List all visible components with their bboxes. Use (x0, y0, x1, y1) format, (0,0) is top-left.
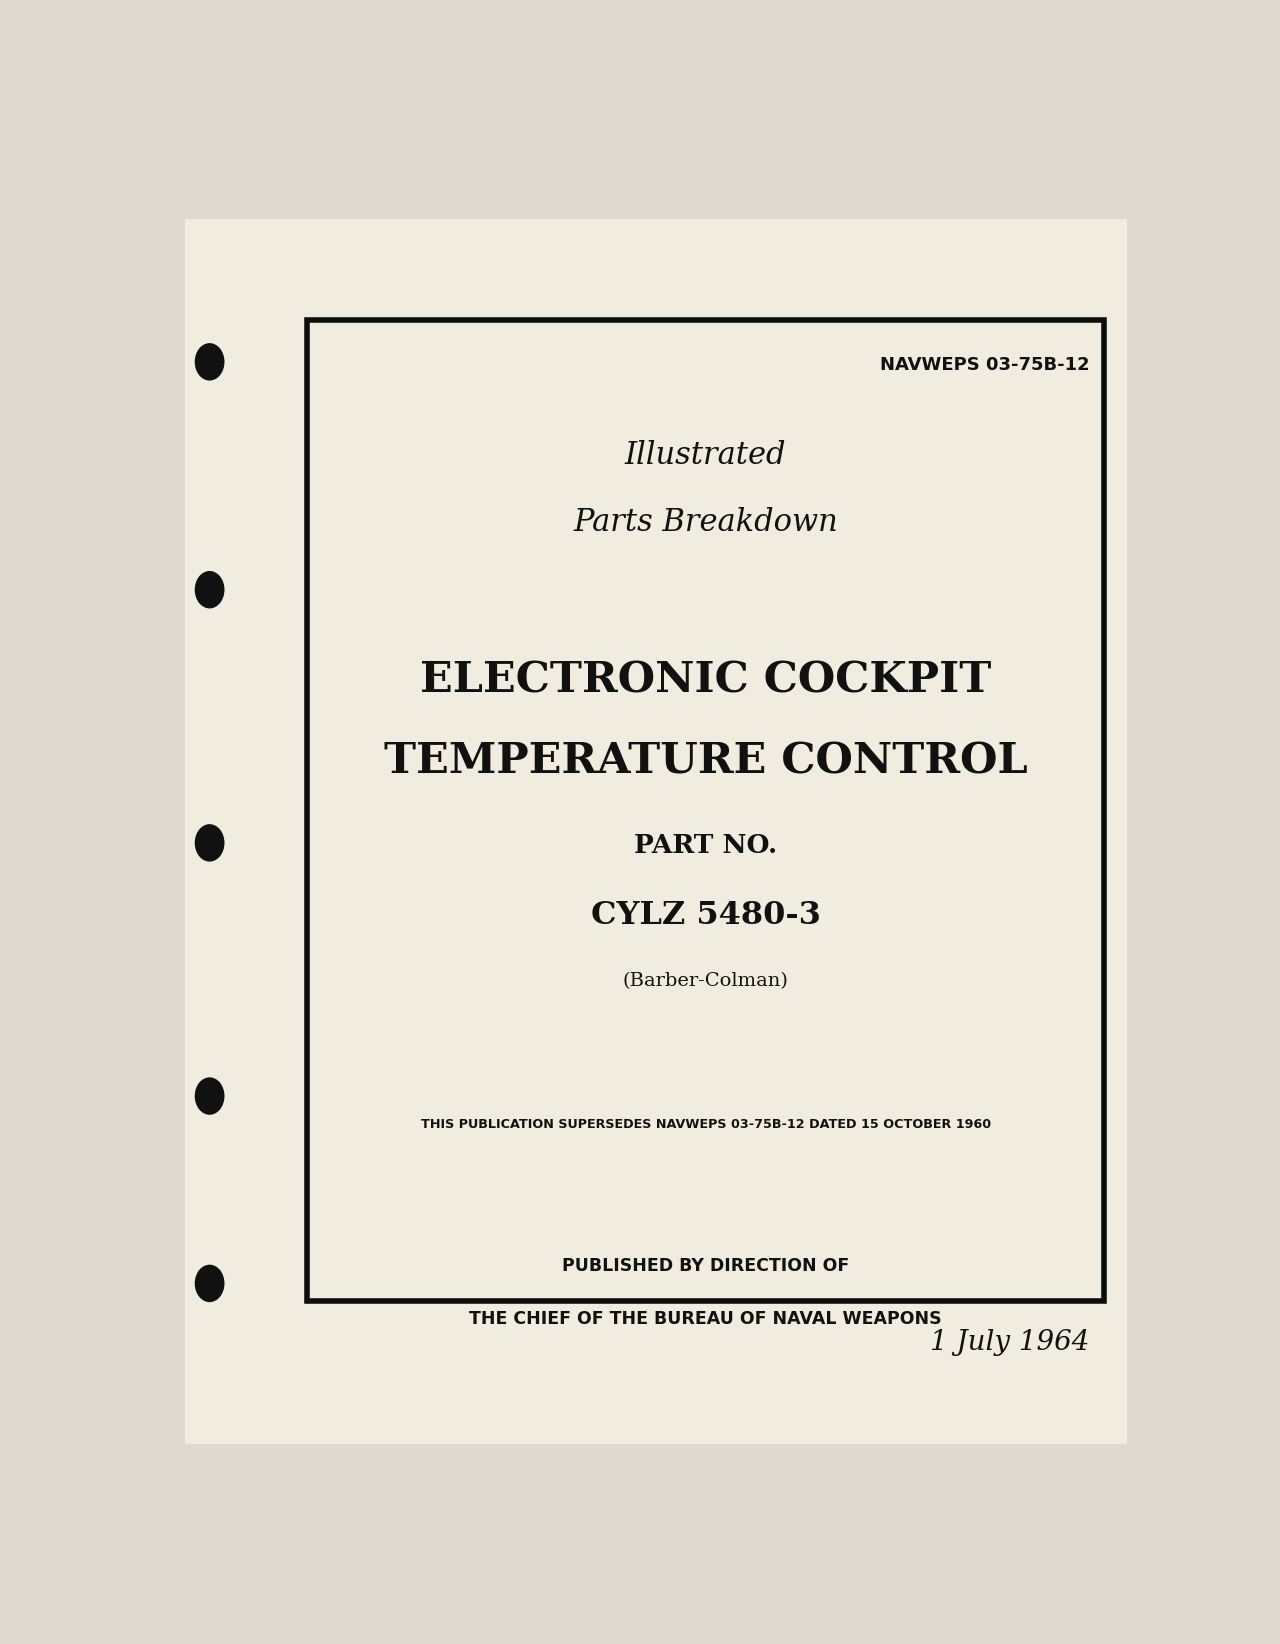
Text: TEMPERATURE CONTROL: TEMPERATURE CONTROL (384, 740, 1028, 783)
Text: THIS PUBLICATION SUPERSEDES NAVWEPS 03-75B-12 DATED 15 OCTOBER 1960: THIS PUBLICATION SUPERSEDES NAVWEPS 03-7… (421, 1118, 991, 1131)
Ellipse shape (195, 1077, 224, 1115)
Ellipse shape (195, 570, 224, 608)
Text: CYLZ 5480-3: CYLZ 5480-3 (590, 899, 820, 931)
Ellipse shape (195, 1264, 224, 1302)
Ellipse shape (195, 824, 224, 861)
Text: NAVWEPS 03-75B-12: NAVWEPS 03-75B-12 (879, 355, 1089, 373)
Text: THE CHIEF OF THE BUREAU OF NAVAL WEAPONS: THE CHIEF OF THE BUREAU OF NAVAL WEAPONS (470, 1310, 942, 1328)
Text: (Barber-Colman): (Barber-Colman) (622, 972, 788, 990)
Text: PUBLISHED BY DIRECTION OF: PUBLISHED BY DIRECTION OF (562, 1256, 849, 1274)
Bar (307, 321, 1105, 1300)
Ellipse shape (195, 344, 224, 380)
Text: Parts Breakdown: Parts Breakdown (573, 508, 838, 539)
Text: ELECTRONIC COCKPIT: ELECTRONIC COCKPIT (420, 659, 991, 702)
Text: PART NO.: PART NO. (634, 834, 777, 858)
Text: Illustrated: Illustrated (625, 441, 786, 472)
Text: 1 July 1964: 1 July 1964 (931, 1328, 1089, 1356)
